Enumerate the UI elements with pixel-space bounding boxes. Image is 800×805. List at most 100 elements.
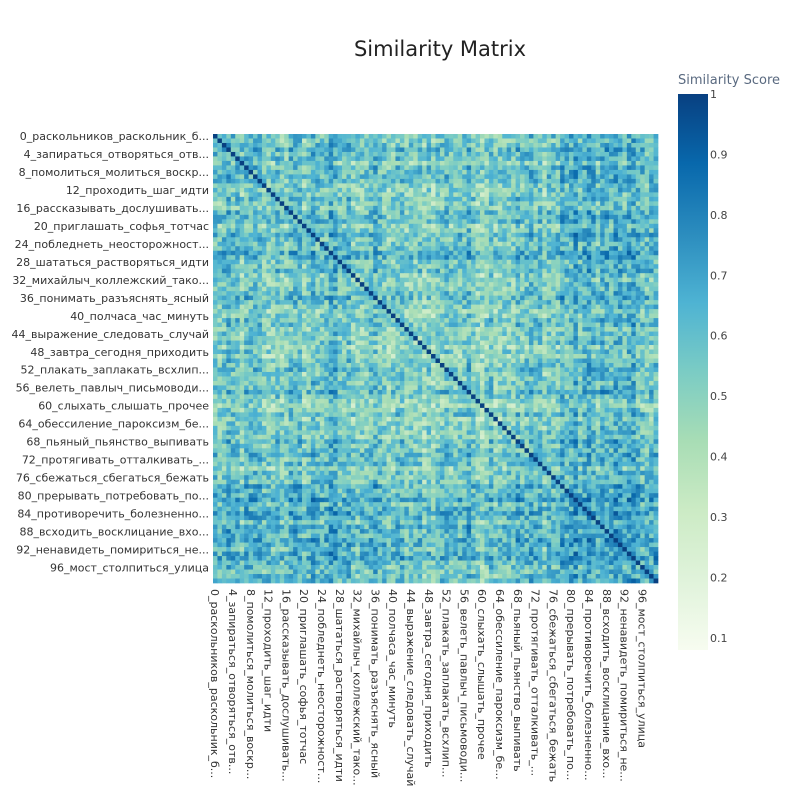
heatmap-cell (333, 291, 338, 296)
heatmap-cell (488, 309, 494, 314)
heatmap-cell (537, 183, 543, 189)
heatmap-cell (631, 178, 637, 184)
heatmap-cell (333, 304, 338, 310)
heatmap-cell (417, 250, 423, 256)
heatmap-cell (395, 273, 401, 279)
heatmap-cell (284, 219, 289, 225)
heatmap-cell (551, 219, 556, 225)
heatmap-cell (537, 210, 543, 216)
heatmap-cell (417, 331, 423, 337)
heatmap-cell (297, 295, 303, 301)
heatmap-cell (582, 187, 588, 193)
heatmap-cell (328, 291, 334, 296)
heatmap-cell (373, 228, 378, 234)
heatmap-cell (355, 219, 361, 225)
heatmap-cell (515, 205, 521, 211)
heatmap-cell (439, 196, 445, 202)
heatmap-cell (480, 273, 485, 279)
heatmap-cell (279, 313, 285, 319)
heatmap-cell (462, 273, 467, 279)
heatmap-cell (413, 134, 419, 139)
heatmap-cell (573, 273, 579, 279)
heatmap-cell (230, 313, 236, 319)
heatmap-cell (319, 273, 325, 279)
heatmap-cell (364, 151, 370, 157)
heatmap-cell (506, 232, 512, 238)
heatmap-cell (275, 345, 281, 350)
heatmap-cell (226, 160, 232, 166)
heatmap-cell (413, 340, 419, 346)
heatmap-cell (551, 264, 556, 270)
heatmap-cell (399, 304, 405, 310)
heatmap-cell (244, 138, 249, 144)
heatmap-cell (413, 183, 419, 189)
heatmap-cell (253, 178, 258, 184)
heatmap-cell (350, 174, 356, 180)
heatmap-cell (573, 156, 579, 162)
heatmap-cell (480, 187, 485, 193)
heatmap-cell (328, 300, 334, 305)
heatmap-cell (404, 264, 410, 270)
heatmap-cell (377, 187, 383, 193)
heatmap-cell (515, 354, 521, 359)
heatmap-cell (640, 322, 645, 328)
heatmap-cell (217, 282, 223, 288)
heatmap-cell (302, 205, 307, 211)
heatmap-cell (577, 268, 583, 274)
heatmap-cell (391, 354, 396, 359)
heatmap-cell (261, 291, 267, 296)
heatmap-cell (582, 174, 588, 180)
heatmap-cell (221, 192, 227, 198)
heatmap-cell (235, 246, 241, 252)
heatmap-cell (408, 286, 414, 292)
heatmap-cell (613, 205, 619, 211)
heatmap-cell (613, 187, 619, 193)
heatmap-cell (217, 214, 223, 220)
heatmap-cell (595, 241, 601, 247)
heatmap-cell (542, 237, 548, 243)
heatmap-cell (524, 318, 530, 323)
heatmap-cell (293, 273, 298, 279)
heatmap-cell (324, 345, 330, 350)
heatmap-cell (439, 268, 445, 274)
heatmap-cell (439, 259, 445, 265)
heatmap-cell (555, 210, 561, 216)
heatmap-cell (270, 318, 276, 323)
heatmap-cell (226, 331, 232, 337)
heatmap-cell (524, 232, 530, 238)
heatmap-cell (595, 264, 601, 270)
heatmap-cell (426, 232, 432, 238)
heatmap-cell (253, 241, 258, 247)
heatmap-cell (355, 250, 361, 256)
heatmap-cell (386, 246, 392, 252)
heatmap-cell (569, 277, 574, 283)
heatmap-cell (422, 210, 427, 216)
heatmap-cell (391, 282, 396, 288)
heatmap-cell (408, 134, 414, 139)
heatmap-cell (248, 210, 254, 216)
heatmap-cell (288, 268, 294, 274)
heatmap-cell (564, 210, 570, 216)
heatmap-cell (261, 134, 267, 139)
heatmap-cell (221, 228, 227, 234)
heatmap-cell (359, 183, 365, 189)
heatmap-cell (644, 174, 650, 180)
heatmap-cell (653, 255, 659, 261)
heatmap-cell (413, 304, 419, 310)
heatmap-cell (302, 304, 307, 310)
heatmap-cell (244, 183, 249, 189)
heatmap-cell (377, 205, 383, 211)
heatmap-cell (582, 327, 588, 332)
heatmap-cell (395, 250, 401, 256)
heatmap-cell (373, 134, 378, 139)
heatmap-cell (302, 349, 307, 355)
heatmap-cell (626, 174, 632, 180)
heatmap-cell (270, 268, 276, 274)
heatmap-cell (297, 187, 303, 193)
heatmap-cell (386, 192, 392, 198)
heatmap-cell (230, 205, 236, 211)
heatmap-cell (239, 214, 245, 220)
heatmap-cell (600, 142, 605, 148)
heatmap-cell (573, 138, 579, 144)
heatmap-cell (453, 187, 459, 193)
